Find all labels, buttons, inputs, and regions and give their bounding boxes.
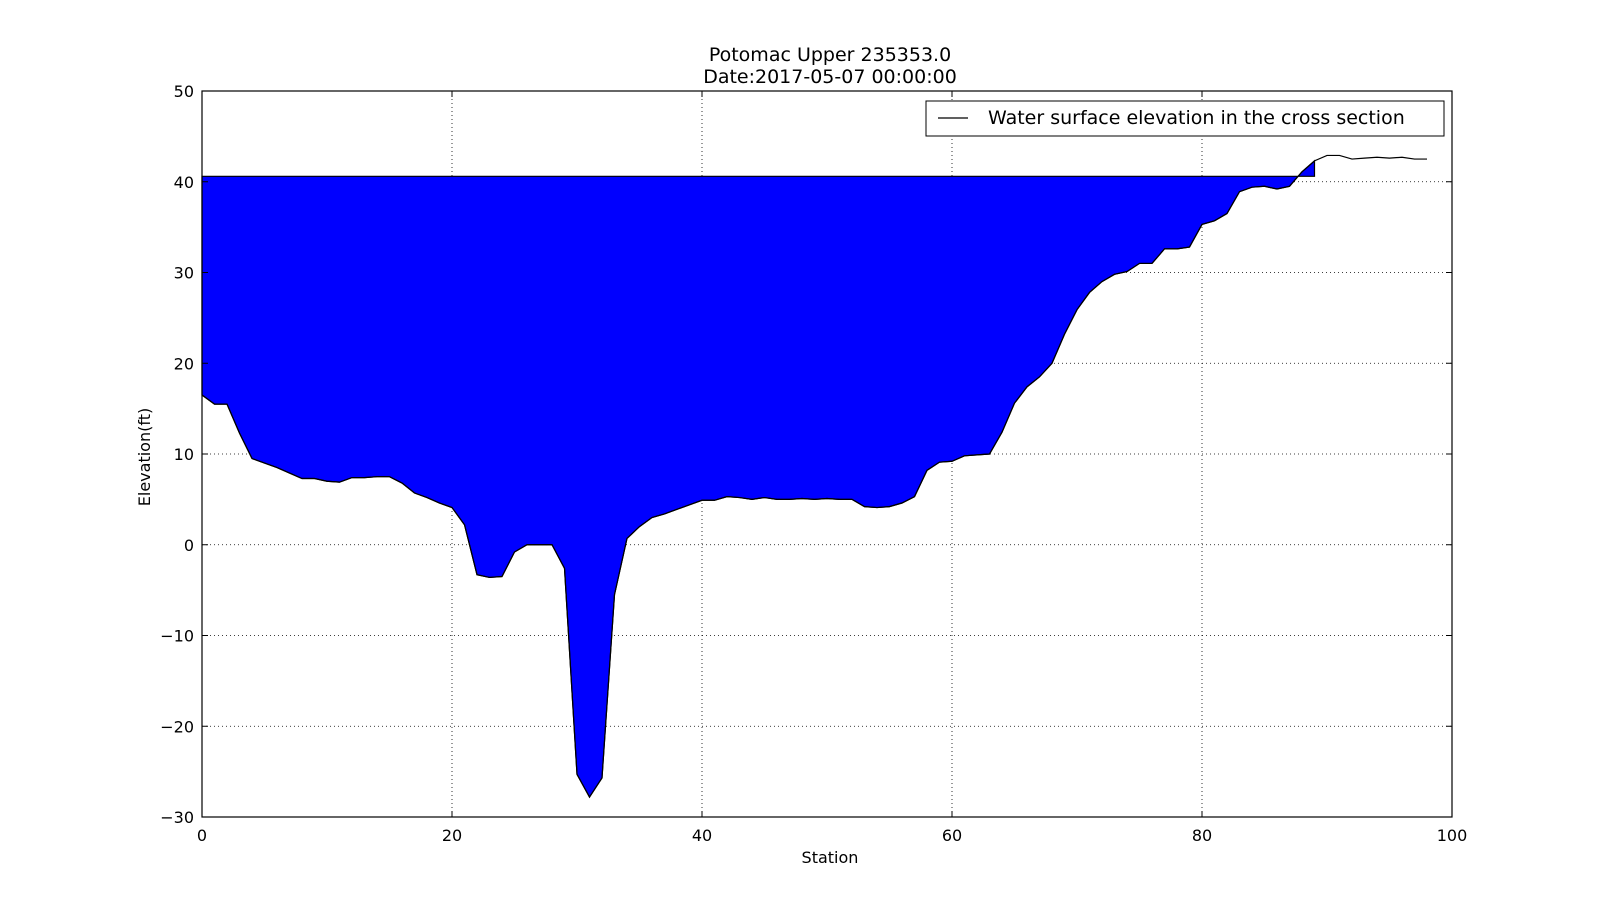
- y-axis-label: Elevation(ft): [135, 408, 154, 506]
- y-tick-label: −30: [160, 808, 194, 827]
- y-tick-label: 50: [174, 82, 194, 101]
- x-tick-label: 80: [1192, 826, 1212, 845]
- y-tick-label: 30: [174, 264, 194, 283]
- y-tick-label: −10: [160, 627, 194, 646]
- x-tick-label: 100: [1437, 826, 1468, 845]
- chart-title: Potomac Upper 235353.0: [709, 44, 951, 66]
- axis-ticks: 0 20 40 60 80 100 −30 −20 −10 0 10 20 30 40 50: [160, 82, 1467, 845]
- y-tick-label: −20: [160, 717, 194, 736]
- y-tick-label: 10: [174, 445, 194, 464]
- y-tick-label: 0: [184, 536, 194, 555]
- x-axis-label: Station: [802, 848, 859, 867]
- ground-profile: [201, 154, 1427, 799]
- legend-label: Water surface elevation in the cross sec…: [988, 107, 1405, 129]
- x-tick-label: 40: [692, 826, 712, 845]
- ground-profile-line: [201, 154, 1427, 799]
- x-tick-label: 60: [942, 826, 962, 845]
- y-tick-label: 20: [174, 354, 194, 373]
- legend: Water surface elevation in the cross sec…: [925, 100, 1445, 137]
- chart-subtitle: Date:2017-05-07 00:00:00: [703, 66, 957, 88]
- y-tick-label: 40: [174, 173, 194, 192]
- legend-box: [925, 100, 1445, 137]
- x-tick-label: 20: [442, 826, 462, 845]
- x-tick-label: 0: [197, 826, 207, 845]
